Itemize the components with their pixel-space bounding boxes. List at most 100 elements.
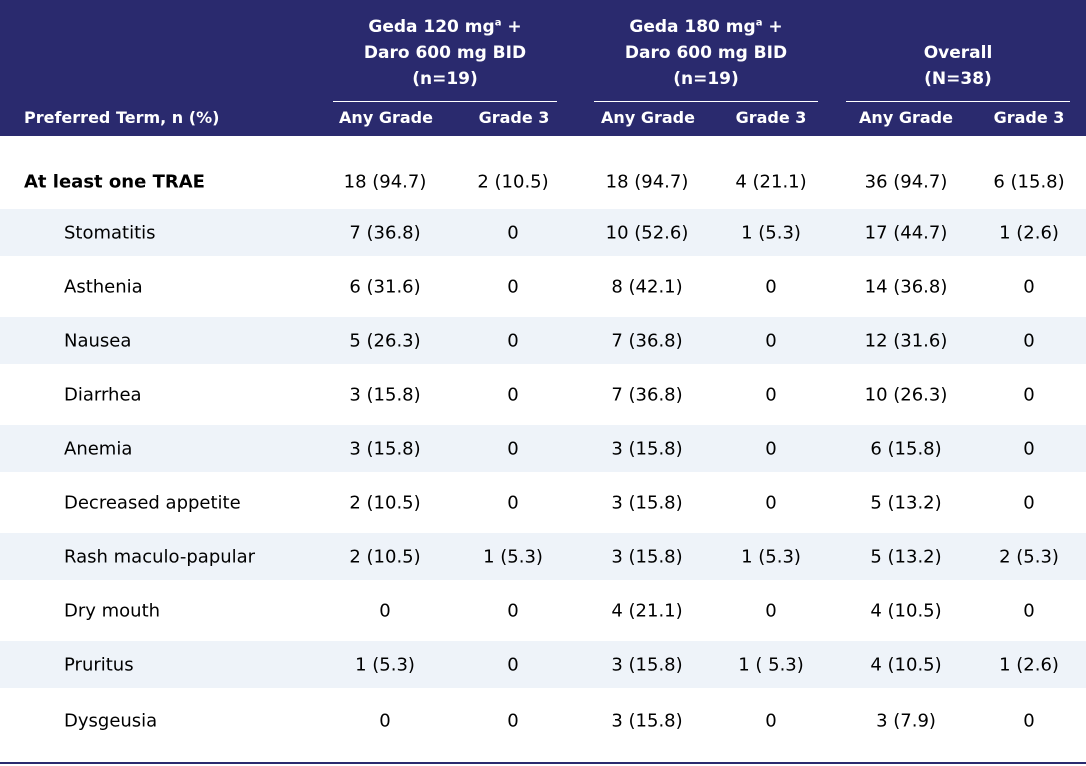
row-value: 0 <box>765 710 777 732</box>
subheader-grade-3: Grade 3 <box>735 108 807 127</box>
row-value: 2 (10.5) <box>349 546 421 567</box>
row-value: 0 <box>1023 492 1035 513</box>
row-value: 4 (21.1) <box>735 171 807 193</box>
row-value: 3 (15.8) <box>611 438 683 459</box>
row-value: 0 <box>1023 330 1035 351</box>
row-value: 18 (94.7) <box>605 171 689 193</box>
row-term: At least one TRAE <box>24 171 205 193</box>
row-value: 7 (36.8) <box>611 330 683 351</box>
subheader-any-grade: Any Grade <box>601 108 695 127</box>
table-row: Anemia 3 (15.8) 0 3 (15.8) 0 6 (15.8) 0 <box>0 425 1086 472</box>
group-header-line2: (N=38) <box>924 69 992 89</box>
row-value: 0 <box>1023 438 1035 459</box>
row-value: 0 <box>765 492 777 513</box>
row-term: Dysgeusia <box>64 710 158 732</box>
row-value: 3 (15.8) <box>611 492 683 513</box>
row-value: 36 (94.7) <box>864 171 948 193</box>
row-term: Rash maculo-papular <box>64 546 256 567</box>
row-value: 3 (15.8) <box>349 384 421 405</box>
table-row: Stomatitis 7 (36.8) 0 10 (52.6) 1 (5.3) 17 (4… <box>0 209 1086 256</box>
row-value: 0 <box>507 330 519 351</box>
row-value: 4 (21.1) <box>611 600 683 621</box>
group-header-line2: Daro 600 mg BID <box>363 43 527 63</box>
table-row: Dysgeusia 0 0 3 (15.8) 0 3 (7.9) 0 <box>0 688 1086 754</box>
row-term: Diarrhea <box>64 384 142 405</box>
row-value: 1 (5.3) <box>741 222 801 243</box>
table-header: Geda 120 mga + Daro 600 mg BID (n=19) Ge… <box>0 0 1086 136</box>
group-header-geda-180: Geda 180 mga + Daro 600 mg BID (n=19) <box>594 14 818 92</box>
subheader-any-grade: Any Grade <box>859 108 953 127</box>
row-value: 0 <box>507 276 519 297</box>
row-value: 0 <box>765 438 777 459</box>
group-header-line2: Daro 600 mg BID <box>624 43 788 63</box>
group-header-line1: Geda 120 mga + <box>368 17 522 37</box>
row-value: 6 (15.8) <box>993 171 1065 193</box>
row-value: 12 (31.6) <box>864 330 948 351</box>
row-value: 0 <box>379 600 391 621</box>
row-value: 1 (5.3) <box>741 546 801 567</box>
row-value: 5 (26.3) <box>349 330 421 351</box>
group-header-overall: Overall (N=38) <box>846 40 1070 92</box>
row-value: 3 (15.8) <box>611 710 683 732</box>
row-value: 3 (15.8) <box>349 438 421 459</box>
row-value: 0 <box>507 384 519 405</box>
row-value: 4 (10.5) <box>870 654 942 675</box>
row-value: 1 (2.6) <box>999 222 1059 243</box>
row-value: 14 (36.8) <box>864 276 948 297</box>
row-term: Pruritus <box>64 654 134 675</box>
table-row: Nausea 5 (26.3) 0 7 (36.8) 0 12 (31.6) 0 <box>0 317 1086 364</box>
subheader-grade-3: Grade 3 <box>478 108 550 127</box>
row-value: 7 (36.8) <box>349 222 421 243</box>
row-value: 18 (94.7) <box>343 171 427 193</box>
group-header-line3: (n=19) <box>673 69 739 89</box>
table-bottom-rule <box>0 762 1086 764</box>
row-term: Dry mouth <box>64 600 161 621</box>
row-value: 0 <box>765 276 777 297</box>
row-value: 0 <box>379 710 391 732</box>
row-term: Anemia <box>64 438 133 459</box>
row-value: 2 (10.5) <box>477 171 549 193</box>
row-value: 1 (5.3) <box>355 654 415 675</box>
row-value: 0 <box>507 438 519 459</box>
row-value: 5 (13.2) <box>870 546 942 567</box>
row-value: 10 (52.6) <box>605 222 689 243</box>
group-rule-geda-120 <box>333 101 557 102</box>
row-value: 8 (42.1) <box>611 276 683 297</box>
row-value: 6 (31.6) <box>349 276 421 297</box>
table-row: At least one TRAE 18 (94.7) 2 (10.5) 18 (94… <box>0 155 1086 209</box>
row-value: 0 <box>1023 276 1035 297</box>
row-value: 0 <box>507 492 519 513</box>
row-term: Nausea <box>64 330 132 351</box>
row-value: 3 (15.8) <box>611 654 683 675</box>
row-value: 5 (13.2) <box>870 492 942 513</box>
table-row: Asthenia 6 (31.6) 0 8 (42.1) 0 14 (36.8) 0 <box>0 256 1086 317</box>
row-term: Stomatitis <box>64 222 156 243</box>
row-term: Asthenia <box>64 276 143 297</box>
row-value: 2 (10.5) <box>349 492 421 513</box>
row-value: 0 <box>1023 710 1035 732</box>
subheader-grade-3: Grade 3 <box>993 108 1065 127</box>
group-rule-overall <box>846 101 1070 102</box>
row-value: 0 <box>507 600 519 621</box>
row-value: 0 <box>507 710 519 732</box>
group-rule-geda-180 <box>594 101 818 102</box>
row-value: 0 <box>1023 384 1035 405</box>
row-term: Decreased appetite <box>64 492 241 513</box>
row-value: 0 <box>765 600 777 621</box>
row-value: 2 (5.3) <box>999 546 1059 567</box>
row-value: 7 (36.8) <box>611 384 683 405</box>
row-value: 3 (15.8) <box>611 546 683 567</box>
table-row: Dry mouth 0 0 4 (21.1) 0 4 (10.5) 0 <box>0 580 1086 641</box>
row-value: 1 (2.6) <box>999 654 1059 675</box>
row-value: 0 <box>1023 600 1035 621</box>
row-value: 1 ( 5.3) <box>738 654 804 675</box>
row-value: 0 <box>507 654 519 675</box>
row-value: 6 (15.8) <box>870 438 942 459</box>
row-value: 10 (26.3) <box>864 384 948 405</box>
row-value: 17 (44.7) <box>864 222 948 243</box>
table-row: Rash maculo-papular 2 (10.5) 1 (5.3) 3 (15.… <box>0 533 1086 580</box>
group-header-geda-120: Geda 120 mga + Daro 600 mg BID (n=19) <box>333 14 557 92</box>
row-value: 0 <box>765 330 777 351</box>
preferred-term-header: Preferred Term, n (%) <box>24 108 220 127</box>
